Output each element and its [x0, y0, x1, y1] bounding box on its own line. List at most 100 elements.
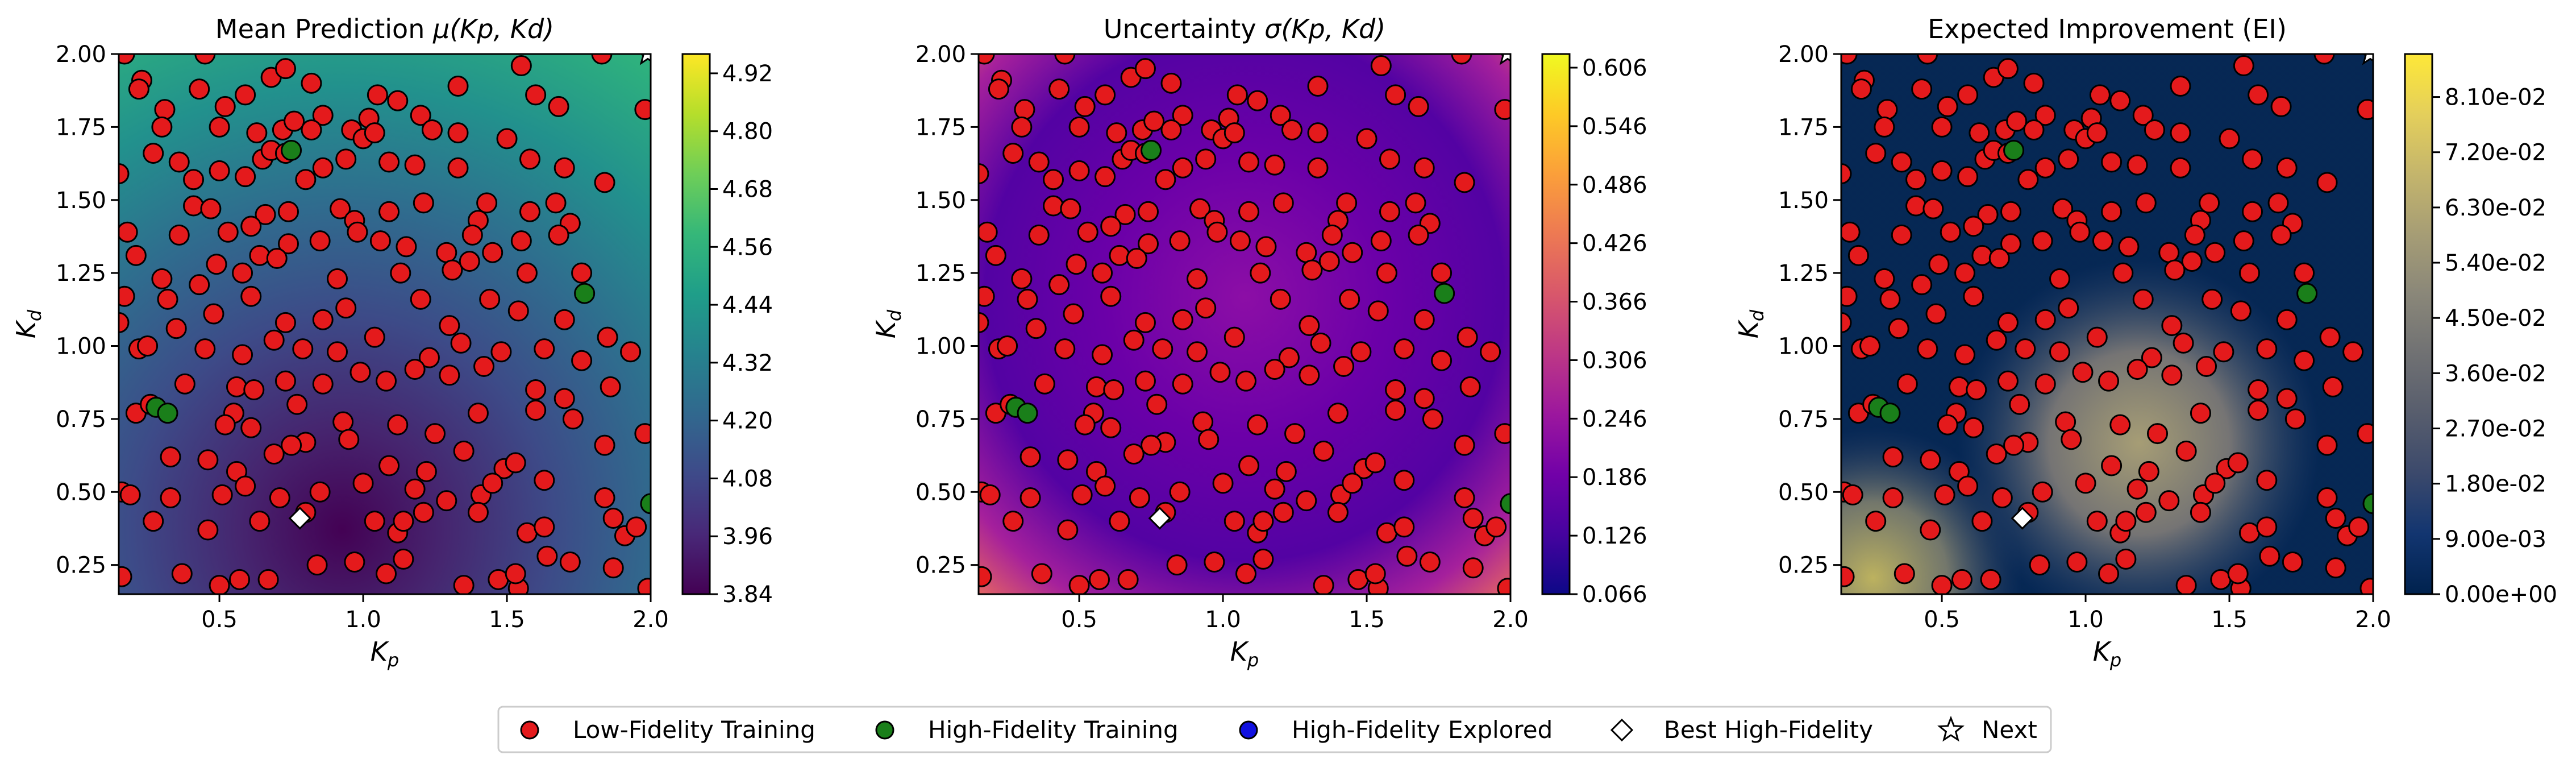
- low-fidelity-point: [2061, 429, 2082, 450]
- high-fidelity-point: [574, 283, 596, 304]
- low-fidelity-point: [519, 148, 541, 170]
- low-fidelity-point: [1356, 128, 1378, 150]
- low-fidelity-point: [525, 379, 547, 401]
- colorbar: [681, 53, 711, 595]
- colorbar-tick-label: 6.30e-02: [2445, 195, 2546, 221]
- low-fidelity-point: [1997, 312, 2019, 333]
- low-fidelity-point: [1235, 563, 1257, 584]
- colorbar: [1541, 53, 1571, 595]
- low-fidelity-point: [119, 285, 135, 307]
- low-fidelity-point: [1419, 552, 1441, 573]
- low-fidelity-point: [1408, 224, 1429, 246]
- legend-frame: [497, 706, 2052, 753]
- low-fidelity-point: [2204, 472, 2226, 494]
- low-fidelity-point: [1272, 192, 1294, 214]
- colorbar-ticks: 0.066 0.126 0.186 0.246 0.306 0.366 0.426 0.486…: [1570, 55, 1647, 608]
- x-tick-label: 2.0: [632, 607, 669, 633]
- colorbar-tick-label: 4.80: [722, 119, 773, 145]
- y-tick-label: 0.75: [915, 407, 966, 433]
- low-fidelity-point: [1859, 335, 1881, 357]
- low-fidelity-point: [1272, 501, 1294, 523]
- low-fidelity-point: [206, 254, 227, 275]
- blue-circle-marker: [1239, 720, 1258, 740]
- low-fidelity-point: [1327, 501, 1349, 523]
- y-tick-label: 1.25: [56, 260, 106, 287]
- low-fidelity-point: [376, 563, 397, 584]
- low-fidelity-point: [1874, 268, 1895, 289]
- low-fidelity-point: [1364, 563, 1386, 584]
- low-fidelity-point: [347, 221, 368, 243]
- low-fidelity-point: [151, 116, 173, 138]
- low-fidelity-point: [1451, 54, 1472, 65]
- colorbar-tick-label: 0.546: [1582, 114, 1647, 140]
- low-fidelity-point: [217, 221, 239, 243]
- low-fidelity-point: [2023, 72, 2045, 94]
- low-fidelity-point: [1229, 230, 1251, 252]
- low-fidelity-point: [2248, 84, 2269, 106]
- low-fidelity-point: [2086, 511, 2108, 532]
- low-fidelity-point: [1393, 516, 1415, 538]
- low-fidelity-point: [352, 472, 374, 494]
- low-fidelity-point: [1957, 475, 1979, 497]
- low-fidelity-point: [2118, 236, 2140, 258]
- low-fidelity-point: [367, 84, 388, 106]
- low-fidelity-point: [516, 262, 538, 284]
- low-fidelity-point: [447, 122, 469, 144]
- low-fidelity-point: [1264, 478, 1285, 500]
- low-fidelity-point: [2101, 201, 2123, 222]
- low-fidelity-point: [2170, 122, 2191, 144]
- low-fidelity-point: [1963, 417, 1984, 438]
- low-fidelity-point: [1068, 160, 1090, 181]
- low-fidelity-point: [594, 434, 615, 456]
- low-fidelity-point: [214, 96, 236, 117]
- low-fidelity-point: [2256, 470, 2278, 491]
- colorbar-tick-label: 3.60e-02: [2445, 360, 2546, 387]
- low-fidelity-point: [249, 244, 270, 266]
- low-fidelity-point: [1991, 487, 2013, 509]
- low-fidelity-point: [1172, 105, 1193, 126]
- low-fidelity-point: [415, 461, 437, 482]
- low-fidelity-point: [1459, 376, 1481, 397]
- low-fidelity-point: [376, 370, 397, 392]
- low-fidelity-point: [378, 201, 400, 222]
- low-fidelity-point: [1313, 440, 1334, 462]
- low-fidelity-point: [2316, 487, 2338, 509]
- low-fidelity-point: [2069, 221, 2091, 243]
- y-tick-label: 1.75: [56, 114, 106, 140]
- low-fidelity-point: [1275, 461, 1297, 482]
- y-axis-label: Kd: [1733, 309, 1768, 338]
- low-fidelity-point: [548, 96, 569, 117]
- colorbar-tick-label: 1.80e-02: [2445, 471, 2546, 497]
- low-fidelity-point: [1100, 417, 1122, 438]
- low-fidelity-point: [1126, 247, 1147, 269]
- plot-frame: [1840, 53, 2374, 595]
- y-tick-label: 2.00: [1778, 42, 1829, 68]
- colorbar-tick-label: 0.00e+00: [2445, 582, 2557, 608]
- low-fidelity-point: [1940, 221, 1961, 243]
- low-fidelity-point: [2357, 99, 2373, 121]
- high-fidelity-point: [1017, 403, 1038, 424]
- low-fidelity-point: [1925, 303, 1947, 325]
- low-fidelity-point: [1301, 259, 1323, 281]
- low-fidelity-point: [1204, 552, 1225, 573]
- low-fidelity-point: [467, 403, 489, 424]
- expected-improvement-points: [1841, 54, 2373, 594]
- low-fidelity-point: [1997, 58, 2019, 80]
- low-fidelity-point: [1209, 362, 1231, 383]
- low-fidelity-point: [1019, 446, 1041, 468]
- low-fidelity-point: [1954, 344, 1976, 366]
- low-fidelity-point: [988, 78, 1009, 100]
- low-fidelity-point: [594, 172, 615, 193]
- low-fidelity-point: [1841, 221, 1861, 243]
- low-fidelity-point: [2132, 288, 2154, 310]
- low-fidelity-point: [1134, 312, 1156, 333]
- colorbar-tick-label: 0.126: [1582, 523, 1647, 549]
- low-fidelity-point: [1187, 268, 1208, 289]
- colorbar-tick-label: 4.68: [722, 177, 773, 203]
- low-fidelity-point: [209, 575, 230, 594]
- y-tick-label: 2.00: [56, 42, 106, 68]
- low-fidelity-point: [1264, 154, 1285, 176]
- low-fidelity-point: [2282, 552, 2303, 573]
- low-fidelity-point: [1138, 201, 1159, 222]
- low-fidelity-point: [467, 501, 489, 523]
